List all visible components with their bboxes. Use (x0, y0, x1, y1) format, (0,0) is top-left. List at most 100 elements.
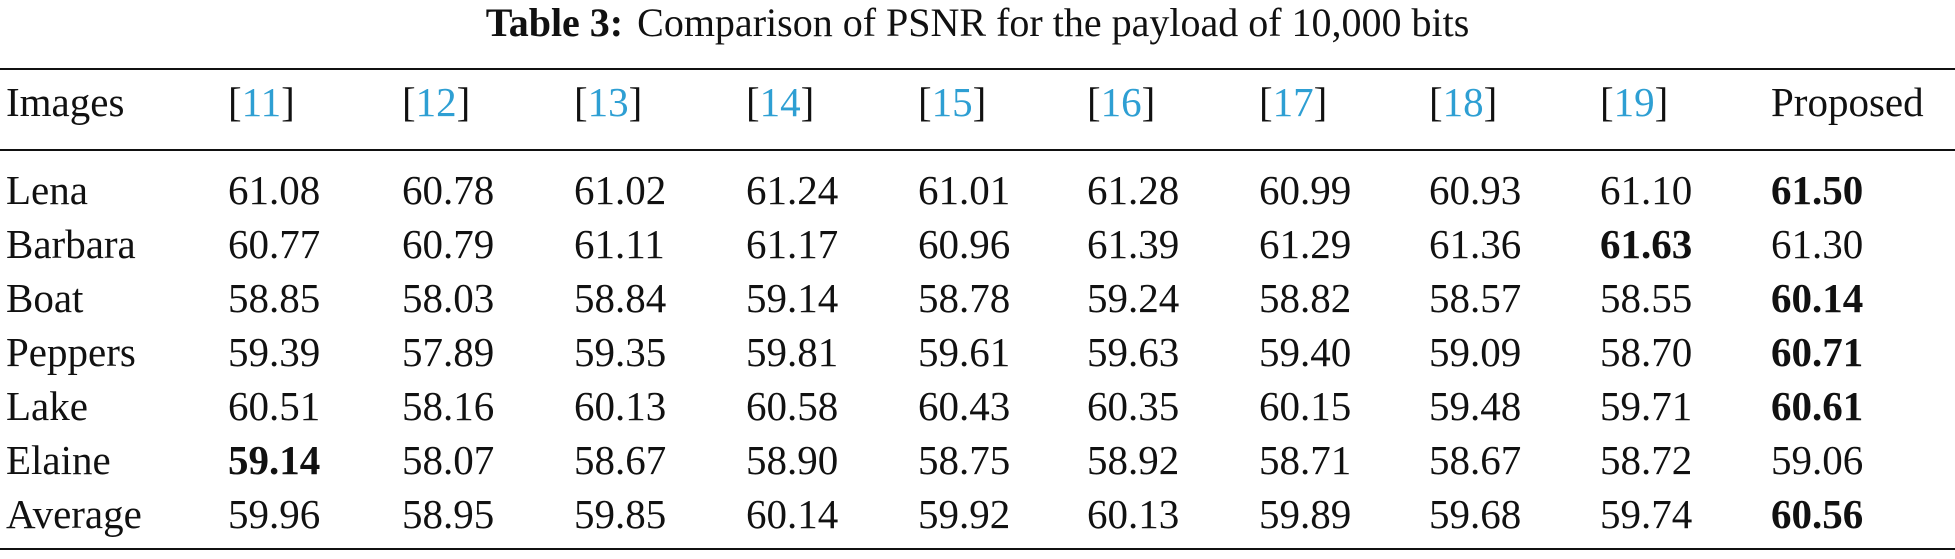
row-label: Elaine (6, 437, 111, 483)
psnr-value: 61.24 (746, 167, 839, 213)
reference-link[interactable]: 17 (1272, 79, 1314, 125)
psnr-value: 59.68 (1429, 491, 1522, 537)
psnr-value: 58.84 (574, 275, 667, 321)
psnr-value: 60.71 (1771, 329, 1864, 375)
bracket: [ (746, 79, 760, 125)
row-label: Peppers (6, 329, 136, 375)
bracket: ] (1141, 79, 1156, 125)
psnr-value: 58.75 (918, 437, 1011, 483)
psnr-value: 60.56 (1771, 491, 1864, 537)
bracket: ] (1654, 79, 1669, 125)
psnr-value: 59.09 (1429, 329, 1522, 375)
psnr-value: 59.35 (574, 329, 667, 375)
reference-link[interactable]: 19 (1613, 79, 1655, 125)
psnr-value: 60.35 (1087, 383, 1180, 429)
psnr-value: 61.10 (1600, 167, 1693, 213)
bracket: ] (972, 79, 987, 125)
psnr-value: 58.57 (1429, 275, 1522, 321)
header-cell: [18] (1429, 77, 1497, 127)
bracket: [ (1087, 79, 1101, 125)
header-cell: Images (6, 77, 124, 127)
psnr-value: 59.74 (1600, 491, 1693, 537)
psnr-value: 60.78 (402, 167, 495, 213)
reference-link[interactable]: 18 (1442, 79, 1484, 125)
psnr-value: 61.08 (228, 167, 321, 213)
reference-link[interactable]: 11 (241, 79, 282, 125)
row-label: Boat (6, 275, 84, 321)
psnr-value: 58.78 (918, 275, 1011, 321)
psnr-value: 59.71 (1600, 383, 1693, 429)
psnr-value: 60.96 (918, 221, 1011, 267)
psnr-value: 61.30 (1771, 221, 1864, 267)
psnr-value: 58.82 (1259, 275, 1352, 321)
mid-rule (0, 149, 1955, 151)
psnr-value: 58.85 (228, 275, 321, 321)
psnr-value: 61.02 (574, 167, 667, 213)
caption-text: Comparison of PSNR for the payload of 10… (637, 0, 1470, 45)
psnr-value: 59.40 (1259, 329, 1352, 375)
row-label: Average (6, 491, 142, 537)
header-text: Images (6, 79, 125, 125)
psnr-value: 59.81 (746, 329, 839, 375)
row-label: Lena (6, 167, 88, 213)
psnr-value: 60.51 (228, 383, 321, 429)
bottom-rule (0, 548, 1955, 550)
psnr-value: 60.43 (918, 383, 1011, 429)
bracket: [ (1429, 79, 1443, 125)
psnr-value: 61.01 (918, 167, 1011, 213)
psnr-value: 60.58 (746, 383, 839, 429)
psnr-value: 58.92 (1087, 437, 1180, 483)
psnr-value: 61.29 (1259, 221, 1352, 267)
psnr-value: 60.93 (1429, 167, 1522, 213)
psnr-value: 60.13 (1087, 491, 1180, 537)
psnr-value: 60.99 (1259, 167, 1352, 213)
psnr-value: 59.06 (1771, 437, 1864, 483)
psnr-value: 58.90 (746, 437, 839, 483)
psnr-value: 58.03 (402, 275, 495, 321)
reference-link[interactable]: 13 (587, 79, 629, 125)
psnr-value: 58.70 (1600, 329, 1693, 375)
psnr-value: 58.07 (402, 437, 495, 483)
caption-label: Table 3: (485, 0, 624, 45)
table-caption: Table 3: Comparison of PSNR for the paylo… (0, 0, 1955, 46)
reference-link[interactable]: 12 (415, 79, 457, 125)
bracket: [ (918, 79, 932, 125)
bracket: ] (628, 79, 643, 125)
header-cell: [19] (1600, 77, 1668, 127)
bracket: ] (1313, 79, 1328, 125)
header-cell: [11] (228, 77, 295, 127)
psnr-value: 61.36 (1429, 221, 1522, 267)
row-label: Barbara (6, 221, 136, 267)
psnr-value: 61.50 (1771, 167, 1864, 213)
psnr-value: 58.55 (1600, 275, 1693, 321)
psnr-value: 60.61 (1771, 383, 1864, 429)
reference-link[interactable]: 16 (1100, 79, 1142, 125)
header-cell: [17] (1259, 77, 1327, 127)
psnr-value: 60.14 (1771, 275, 1864, 321)
header-text: Proposed (1771, 79, 1924, 125)
reference-link[interactable]: 14 (759, 79, 801, 125)
psnr-value: 60.14 (746, 491, 839, 537)
psnr-value: 57.89 (402, 329, 495, 375)
header-cell: Proposed (1771, 77, 1924, 127)
psnr-value: 59.63 (1087, 329, 1180, 375)
psnr-value: 59.85 (574, 491, 667, 537)
psnr-value: 59.89 (1259, 491, 1352, 537)
psnr-value: 58.16 (402, 383, 495, 429)
psnr-value: 60.79 (402, 221, 495, 267)
reference-link[interactable]: 15 (931, 79, 973, 125)
psnr-value: 59.39 (228, 329, 321, 375)
row-label: Lake (6, 383, 88, 429)
psnr-value: 58.67 (574, 437, 667, 483)
psnr-value: 61.11 (574, 221, 665, 267)
psnr-value: 59.92 (918, 491, 1011, 537)
header-cell: [13] (574, 77, 642, 127)
psnr-value: 59.96 (228, 491, 321, 537)
psnr-value: 59.61 (918, 329, 1011, 375)
psnr-value: 61.39 (1087, 221, 1180, 267)
bracket: ] (800, 79, 815, 125)
psnr-value: 58.71 (1259, 437, 1352, 483)
top-rule (0, 68, 1955, 70)
bracket: ] (281, 79, 295, 125)
